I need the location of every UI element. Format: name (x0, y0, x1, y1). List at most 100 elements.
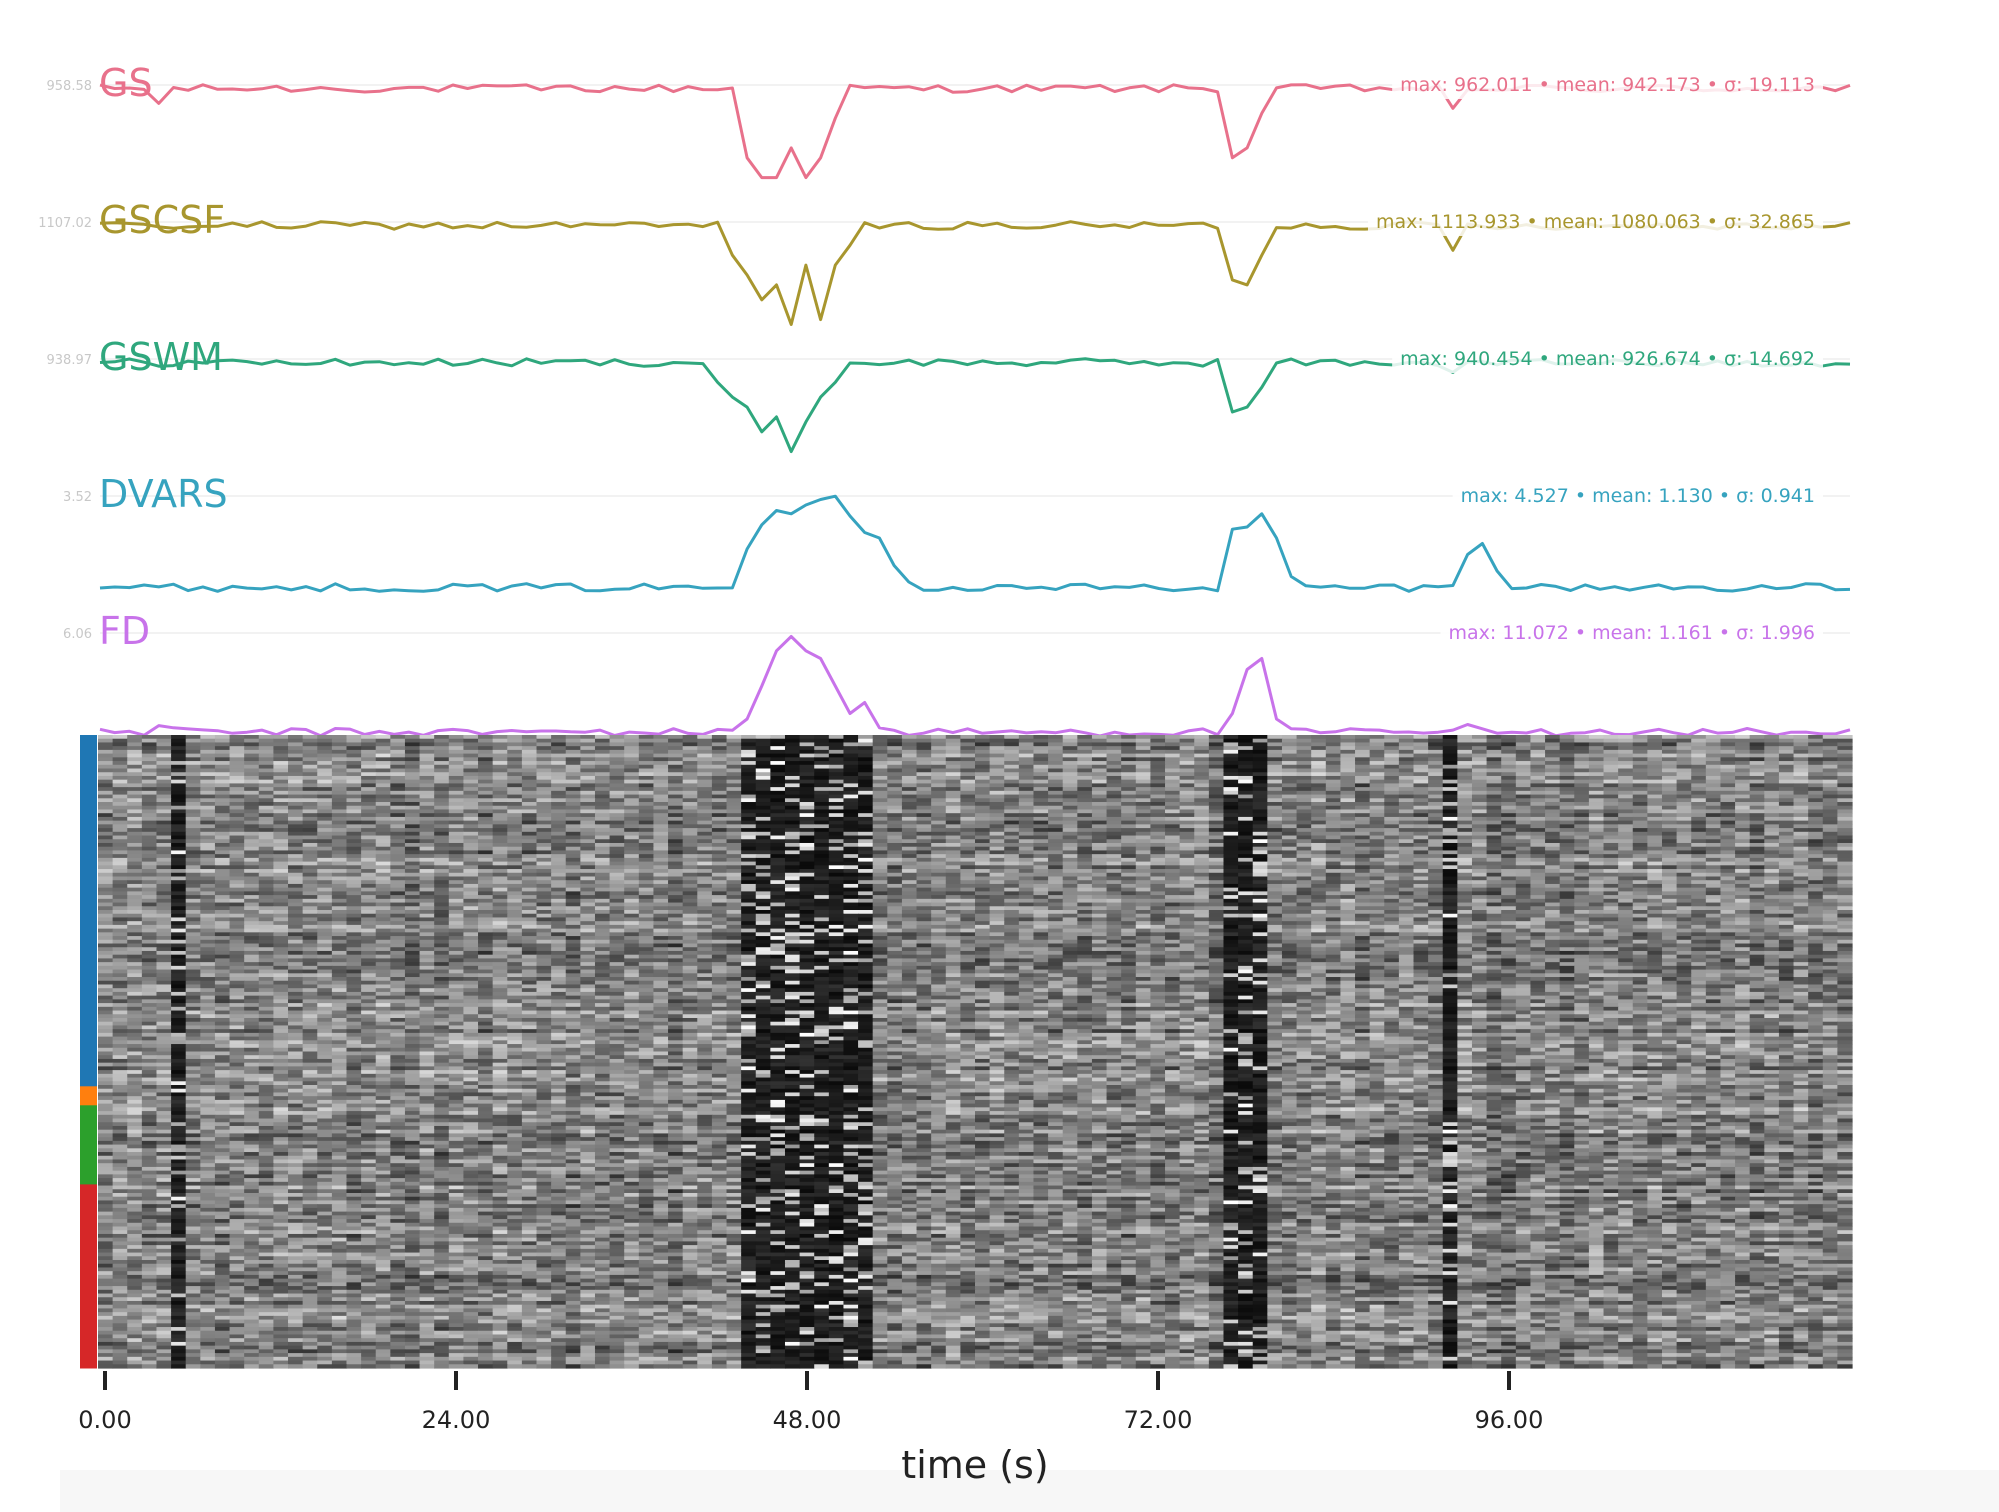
carpet-cell (1018, 768, 1035, 773)
carpet-cell (346, 805, 362, 811)
carpet-cell (711, 798, 728, 803)
carpet-cell (609, 798, 625, 803)
carpet-cell (609, 828, 625, 833)
carpet-cell (317, 876, 333, 881)
carpet-cell (1442, 820, 1458, 825)
carpet-cell (98, 746, 114, 751)
carpet-cell (1281, 757, 1298, 762)
carpet-cell (390, 854, 406, 859)
carpet-cell (361, 842, 377, 848)
carpet-cell (1135, 876, 1151, 881)
carpet-cell (1106, 869, 1122, 874)
carpet-cell (1004, 775, 1020, 781)
carpet-cell (1384, 850, 1400, 855)
carpet-cell (989, 861, 1005, 866)
carpet-cell (1413, 779, 1429, 784)
carpet-cell (1413, 854, 1429, 859)
carpet-cell (1778, 735, 1795, 740)
carpet-cell (711, 742, 728, 747)
carpet-cell (1457, 772, 1473, 777)
carpet-cell (653, 787, 669, 792)
carpet-cell (814, 735, 830, 740)
carpet-cell (1267, 753, 1283, 758)
carpet-cell (361, 880, 377, 885)
carpet-cell (843, 790, 859, 796)
carpet-cell (580, 831, 596, 837)
carpet-cell (1077, 876, 1093, 881)
carpet-cell (1355, 850, 1371, 855)
carpet-cell (1004, 783, 1020, 788)
carpet-cell (419, 816, 435, 822)
carpet-cell (887, 768, 903, 773)
carpet-cell (653, 798, 669, 803)
carpet-cell (609, 872, 625, 878)
carpet-cell (755, 809, 771, 814)
carpet-cell (507, 816, 523, 822)
carpet-cell (1077, 828, 1093, 833)
carpet-cell (463, 746, 479, 751)
carpet-cell (258, 880, 274, 885)
carpet-cell (668, 857, 684, 863)
carpet-cell (1442, 828, 1458, 833)
carpet-cell (1559, 742, 1575, 747)
carpet-cell (434, 761, 450, 766)
carpet-cell (229, 809, 245, 814)
carpet-cell (1340, 883, 1356, 889)
carpet-cell (1705, 772, 1722, 777)
carpet-cell (799, 761, 815, 766)
carpet-cell (1208, 753, 1225, 758)
carpet-cell (375, 861, 391, 866)
carpet-cell (1384, 809, 1400, 814)
carpet-cell (141, 880, 158, 885)
carpet-cell (1559, 746, 1575, 751)
carpet-cell (1135, 783, 1151, 788)
carpet-cell (551, 768, 567, 773)
carpet-cell (1705, 735, 1722, 740)
carpet-cell (1661, 746, 1678, 751)
carpet-cell (1457, 787, 1473, 792)
carpet-cell (1223, 787, 1239, 792)
carpet-cell (1457, 839, 1473, 844)
carpet-cell (156, 805, 172, 811)
carpet-cell (419, 749, 435, 755)
carpet-cell (653, 802, 669, 807)
carpet-cell (1398, 735, 1415, 740)
carpet-cell (214, 749, 231, 755)
carpet-cell (1588, 768, 1605, 773)
carpet-cell (1194, 790, 1210, 796)
carpet-cell (200, 735, 216, 740)
carpet-cell (1618, 850, 1634, 855)
carpet-cell (1764, 757, 1780, 762)
carpet-cell (1559, 839, 1575, 844)
carpet-cell (1530, 779, 1546, 784)
carpet-cell (1749, 883, 1765, 889)
carpet-cell (1384, 746, 1400, 751)
carpet-cell (1062, 842, 1078, 848)
carpet-cell (1135, 753, 1151, 758)
carpet-cell (1121, 842, 1137, 848)
carpet-cell (317, 735, 333, 740)
carpet-cell (375, 735, 391, 740)
carpet-cell (127, 883, 143, 889)
carpet-cell (478, 798, 494, 803)
carpet-cell (828, 850, 845, 855)
carpet-cell (1559, 753, 1575, 758)
carpet-cell (1355, 865, 1371, 870)
carpet-cell (784, 831, 801, 837)
carpet-cell (1574, 869, 1590, 874)
carpet-cell (1574, 865, 1590, 870)
carpet-cell (1618, 816, 1634, 822)
carpet-cell (594, 816, 611, 822)
carpet-cell (507, 850, 523, 855)
carpet-cell (799, 794, 815, 799)
carpet-cell (609, 735, 625, 740)
carpet-cell (375, 842, 391, 848)
carpet-cell (1632, 738, 1648, 744)
carpet-cell (1252, 783, 1268, 788)
carpet-cell (302, 772, 318, 777)
carpet-cell (171, 850, 187, 855)
carpet-cell (302, 787, 318, 792)
carpet-cell (1632, 749, 1648, 755)
carpet-cell (1325, 746, 1342, 751)
carpet-cell (507, 787, 523, 792)
